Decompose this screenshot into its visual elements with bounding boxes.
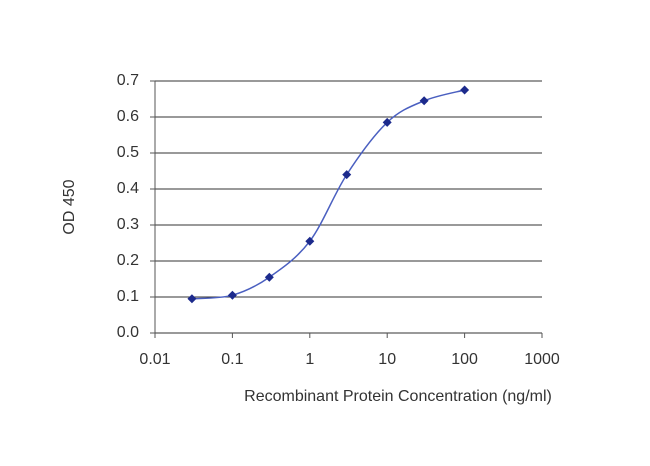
data-point xyxy=(264,272,274,282)
y-tick-label: 0.4 xyxy=(117,180,139,197)
y-tick-label: 0.7 xyxy=(117,72,139,89)
y-tick-label: 0.6 xyxy=(117,108,139,125)
data-point xyxy=(305,236,315,246)
y-tick-label: 0.1 xyxy=(117,288,139,305)
y-tick-label: 0.2 xyxy=(117,252,139,269)
data-point xyxy=(382,117,392,127)
y-tick-label: 0.0 xyxy=(117,324,139,341)
x-axis-label: Recombinant Protein Concentration (ng/ml… xyxy=(244,388,552,405)
series-line xyxy=(191,89,465,300)
x-tick-label: 10 xyxy=(378,351,396,368)
data-point xyxy=(419,96,429,106)
data-point xyxy=(460,85,470,95)
x-tick-label: 1000 xyxy=(524,351,560,368)
x-tick-label: 0.1 xyxy=(221,351,243,368)
x-tick-label: 0.01 xyxy=(139,351,170,368)
data-point xyxy=(342,170,352,180)
data-point xyxy=(187,294,197,304)
y-tick-label: 0.5 xyxy=(117,144,139,161)
x-tick-label: 100 xyxy=(451,351,478,368)
data-point xyxy=(227,290,237,300)
x-tick-label: 1 xyxy=(305,351,314,368)
y-axis-label: OD 450 xyxy=(61,179,78,234)
y-tick-label: 0.3 xyxy=(117,216,139,233)
